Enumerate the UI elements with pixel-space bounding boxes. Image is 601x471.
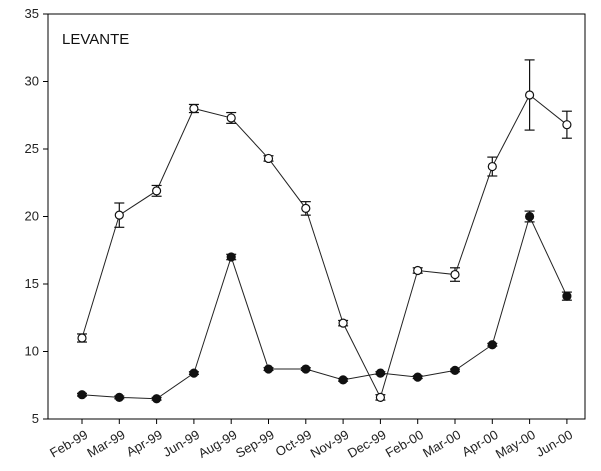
x-tick-label: Apr-00 (459, 427, 500, 460)
data-point (114, 210, 124, 220)
data-point (226, 113, 236, 123)
series-open-circle (77, 59, 572, 402)
x-tick-label: Jun-00 (533, 427, 575, 460)
panel-annotation: LEVANTE (62, 31, 129, 48)
data-point (152, 394, 162, 404)
series-line (81, 94, 568, 399)
data-point (562, 291, 572, 301)
data-point (450, 269, 460, 280)
data-point (189, 368, 199, 378)
y-tick-label: 10 (25, 344, 39, 359)
data-point (450, 365, 460, 375)
data-point (301, 364, 311, 374)
x-tick-label: Feb-00 (383, 427, 426, 461)
y-tick-label: 20 (25, 209, 39, 224)
data-point (226, 252, 236, 262)
data-point (562, 120, 572, 130)
x-tick-label: Oct-99 (273, 427, 314, 459)
data-point (413, 372, 423, 382)
x-tick-label: Feb-99 (47, 427, 90, 461)
data-point (375, 392, 385, 402)
data-point (152, 186, 162, 196)
x-tick-label: Mar-00 (420, 427, 463, 461)
data-point (189, 103, 199, 114)
data-point (263, 153, 274, 164)
axes (47, 13, 586, 420)
plot-frame (47, 13, 586, 420)
data-point (114, 392, 124, 402)
x-tick-label: Aug-99 (196, 427, 240, 461)
y-tick-label: 30 (25, 74, 39, 89)
series-filled-circle (77, 210, 572, 404)
data-point (487, 340, 497, 350)
series-layer (77, 59, 572, 404)
y-tick-label: 5 (32, 411, 39, 426)
data-point (77, 390, 87, 400)
data-point (487, 161, 497, 172)
x-tick-label: Dec-99 (345, 427, 389, 461)
data-point (77, 333, 87, 343)
x-tick-label: Mar-99 (84, 427, 127, 461)
data-point (524, 211, 535, 222)
data-point (413, 265, 423, 276)
x-tick-label: May-00 (493, 427, 538, 462)
y-tick-label: 25 (25, 141, 39, 156)
y-tick-label: 15 (25, 276, 39, 291)
data-point (338, 318, 348, 328)
data-point (338, 375, 348, 385)
x-tick-label: Sep-99 (233, 427, 277, 461)
y-axis-ticks: 5 10 15 20 25 30 35 (25, 6, 48, 426)
series-line (81, 215, 568, 400)
x-tick-label: Apr-99 (124, 427, 165, 460)
x-tick-label: Nov-99 (308, 427, 352, 461)
y-tick-label: 35 (25, 6, 39, 21)
data-point (524, 90, 535, 100)
data-point (301, 203, 311, 213)
x-tick-label: Jun-99 (160, 427, 202, 460)
data-point (263, 364, 274, 374)
x-axis-ticks: Feb-99Mar-99Apr-99Jun-99Aug-99Sep-99Oct-… (47, 419, 575, 462)
data-point (375, 368, 385, 378)
